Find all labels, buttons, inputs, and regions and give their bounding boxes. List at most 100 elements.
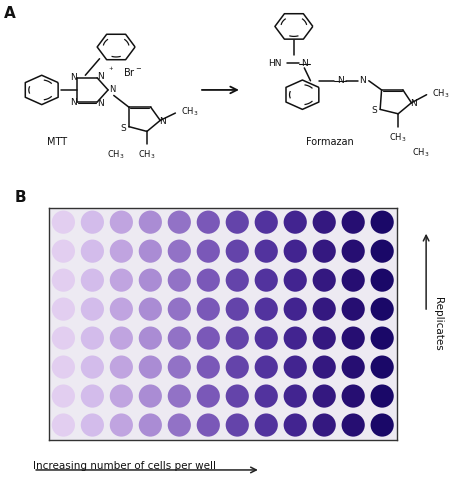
Circle shape — [168, 413, 191, 437]
Circle shape — [283, 298, 307, 321]
Circle shape — [168, 240, 191, 263]
Circle shape — [283, 355, 307, 379]
Text: Increasing number of cells per well: Increasing number of cells per well — [33, 461, 216, 471]
Circle shape — [197, 413, 220, 437]
Text: N: N — [410, 99, 417, 108]
Text: Replicates: Replicates — [433, 297, 444, 351]
Circle shape — [283, 269, 307, 292]
Text: N: N — [97, 72, 104, 81]
Circle shape — [313, 384, 336, 408]
Circle shape — [110, 413, 133, 437]
Circle shape — [139, 327, 162, 350]
Text: CH$_3$: CH$_3$ — [412, 147, 430, 159]
Text: N: N — [109, 85, 116, 95]
Circle shape — [81, 298, 104, 321]
Circle shape — [342, 413, 365, 437]
Circle shape — [226, 240, 249, 263]
Circle shape — [168, 384, 191, 408]
Circle shape — [283, 384, 307, 408]
Circle shape — [139, 298, 162, 321]
Circle shape — [110, 211, 133, 234]
Circle shape — [52, 327, 75, 350]
Circle shape — [371, 413, 394, 437]
Circle shape — [168, 327, 191, 350]
Circle shape — [342, 240, 365, 263]
Text: N: N — [337, 76, 344, 85]
Circle shape — [110, 355, 133, 379]
Circle shape — [197, 355, 220, 379]
Circle shape — [81, 355, 104, 379]
Circle shape — [139, 269, 162, 292]
Circle shape — [313, 355, 336, 379]
Circle shape — [139, 384, 162, 408]
Circle shape — [313, 269, 336, 292]
Circle shape — [283, 211, 307, 234]
Circle shape — [371, 298, 394, 321]
Circle shape — [110, 384, 133, 408]
Circle shape — [81, 211, 104, 234]
Text: MTT: MTT — [47, 138, 67, 147]
Circle shape — [342, 269, 365, 292]
Circle shape — [226, 211, 249, 234]
Circle shape — [313, 298, 336, 321]
Text: CH$_3$: CH$_3$ — [107, 149, 125, 161]
Circle shape — [255, 211, 278, 234]
Text: N: N — [159, 117, 165, 127]
Circle shape — [226, 413, 249, 437]
Text: A: A — [4, 5, 16, 20]
Circle shape — [255, 355, 278, 379]
Circle shape — [255, 413, 278, 437]
Circle shape — [283, 240, 307, 263]
Circle shape — [81, 413, 104, 437]
Text: S: S — [120, 124, 126, 133]
Circle shape — [371, 269, 394, 292]
Circle shape — [110, 327, 133, 350]
Circle shape — [197, 269, 220, 292]
Circle shape — [168, 298, 191, 321]
Circle shape — [342, 327, 365, 350]
Circle shape — [342, 298, 365, 321]
Text: Formazan: Formazan — [306, 138, 353, 147]
Text: N: N — [70, 98, 77, 107]
Circle shape — [81, 269, 104, 292]
Circle shape — [168, 211, 191, 234]
Circle shape — [52, 413, 75, 437]
Circle shape — [371, 240, 394, 263]
Circle shape — [226, 269, 249, 292]
Circle shape — [81, 327, 104, 350]
Circle shape — [226, 327, 249, 350]
Text: Br$^-$: Br$^-$ — [123, 66, 142, 78]
Circle shape — [197, 384, 220, 408]
Circle shape — [52, 298, 75, 321]
Circle shape — [52, 240, 75, 263]
Circle shape — [255, 384, 278, 408]
Circle shape — [197, 211, 220, 234]
Circle shape — [371, 211, 394, 234]
Circle shape — [371, 384, 394, 408]
Circle shape — [226, 355, 249, 379]
Circle shape — [139, 355, 162, 379]
Circle shape — [342, 384, 365, 408]
Circle shape — [197, 327, 220, 350]
Circle shape — [313, 327, 336, 350]
Text: N: N — [359, 76, 366, 85]
Text: CH$_3$: CH$_3$ — [389, 131, 407, 144]
Text: HN: HN — [268, 58, 282, 68]
Circle shape — [168, 355, 191, 379]
Circle shape — [255, 269, 278, 292]
Text: N: N — [97, 99, 104, 108]
Text: CH$_3$: CH$_3$ — [181, 106, 199, 118]
Text: CH$_3$: CH$_3$ — [432, 87, 450, 100]
Text: CH$_3$: CH$_3$ — [138, 149, 156, 161]
Circle shape — [255, 240, 278, 263]
Circle shape — [226, 384, 249, 408]
Circle shape — [197, 298, 220, 321]
Circle shape — [52, 355, 75, 379]
Circle shape — [197, 240, 220, 263]
Circle shape — [110, 298, 133, 321]
Circle shape — [313, 413, 336, 437]
Circle shape — [283, 413, 307, 437]
Text: N: N — [301, 58, 308, 68]
Circle shape — [255, 298, 278, 321]
Text: N: N — [70, 73, 77, 82]
